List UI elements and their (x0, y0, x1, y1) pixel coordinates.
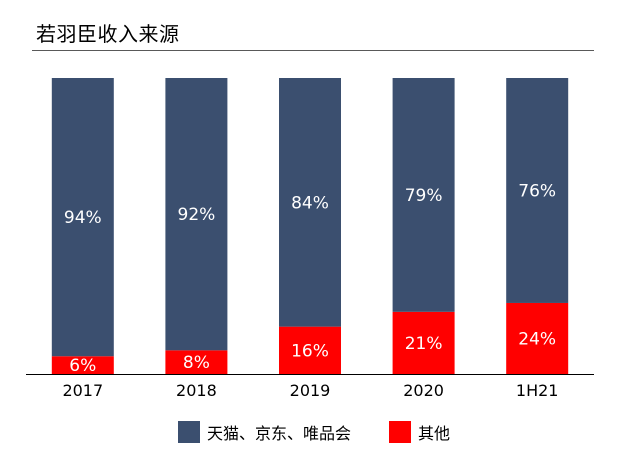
bar-other-2018 (165, 350, 228, 374)
bar-platforms-1H21 (506, 78, 569, 303)
bar-platforms-2020 (392, 78, 455, 312)
legend-swatch-other (389, 421, 411, 443)
bar-platforms-2018 (165, 78, 228, 351)
chart-title: 若羽臣收入来源 (36, 22, 180, 46)
bar-other-2019 (279, 326, 341, 374)
x-tick-label-2019: 2019 (290, 381, 331, 400)
data-label-other-2020: 21% (405, 334, 443, 354)
plot-area: 6%94%8%92%16%84%21%79%24%76% 2017 2018 201… (26, 78, 594, 400)
data-label-platforms-2018: 92% (178, 205, 216, 225)
x-tick-label-2018: 2018 (176, 381, 217, 400)
data-label-other-1H21: 24% (518, 329, 556, 349)
legend-label-other: 其他 (418, 424, 451, 443)
legend-item-tmall-jd-vip: 天猫、京东、唯品会 (178, 419, 351, 445)
x-tick-label-1H21: 1H21 (516, 381, 559, 400)
data-label-platforms-2019: 84% (291, 193, 329, 213)
legend-item-other: 其他 (389, 419, 450, 445)
bar-platforms-2017 (51, 78, 114, 357)
bar-other-2020 (392, 311, 455, 374)
data-label-platforms-2020: 79% (405, 186, 443, 206)
data-label-other-2018: 8% (183, 353, 210, 373)
bar-other-1H21 (506, 302, 569, 374)
bars-layer: 6% 94% 8% 92% 16% 84% 21% 79% 24% 76% (51, 78, 569, 376)
x-tick-labels: 2017 2018 2019 2020 1H21 (62, 381, 558, 400)
data-label-platforms-2017: 94% (64, 208, 102, 228)
x-tick-label-2020: 2020 (403, 381, 444, 400)
data-label-other-2017: 6% (69, 356, 96, 376)
data-label-other-2019: 16% (291, 341, 329, 361)
bar-platforms-2019 (279, 78, 341, 327)
data-label-platforms-1H21: 76% (518, 181, 556, 201)
x-tick-label-2017: 2017 (62, 381, 103, 400)
legend-label-tmall-jd-vip: 天猫、京东、唯品会 (207, 424, 352, 443)
title-divider (32, 50, 594, 51)
legend-swatch-tmall-jd-vip (178, 421, 200, 443)
bar-other-2017 (51, 356, 114, 374)
legend: 天猫、京东、唯品会 其他 (0, 419, 632, 445)
